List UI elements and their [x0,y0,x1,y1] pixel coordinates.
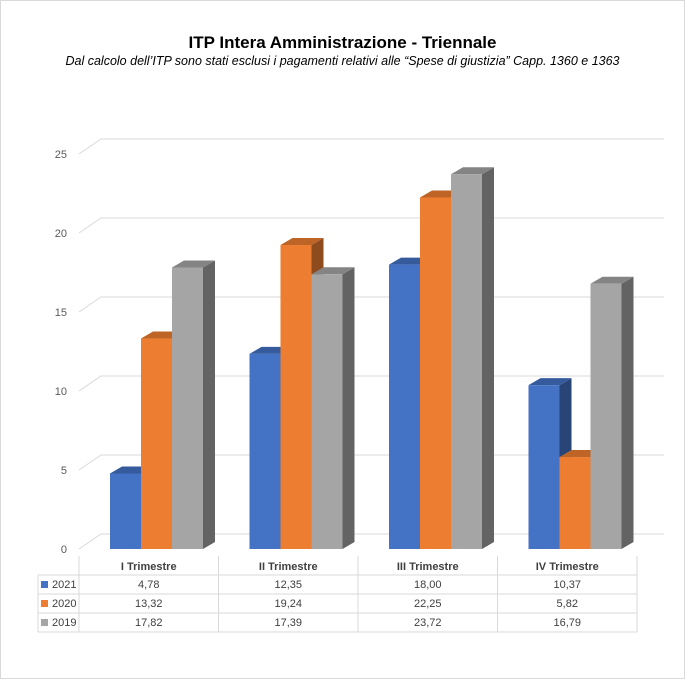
data-label: 5,82 [557,598,578,610]
data-label: 19,24 [274,598,302,610]
data-label: 17,39 [274,617,302,629]
y-tick-label: 0 [61,544,67,556]
bar-2020 [141,338,172,549]
data-label: 17,82 [135,617,163,629]
data-label: 18,00 [414,579,442,591]
data-label: 10,37 [553,579,581,591]
bar-side [342,267,355,549]
y-tick-label: 25 [55,149,67,161]
data-label: 16,79 [553,617,581,629]
bar-top [172,260,215,268]
chart-subtitle: Dal calcolo dell’ITP sono stati esclusi … [65,54,620,68]
bar-2020 [420,197,451,549]
y-tick-label: 15 [55,307,67,319]
y-tick-label: 10 [55,386,67,398]
gridline [78,296,664,313]
category-label: II Trimestre [259,561,318,573]
bar-2019 [451,174,482,549]
legend-label: 2021 [52,579,76,591]
category-label: IV Trimestre [536,561,599,573]
legend-key-2019 [41,619,48,626]
category-label: III Trimestre [397,561,459,573]
bar-2019 [590,283,622,549]
bar-side [621,276,634,549]
y-tick-label: 20 [55,228,67,240]
legend-label: 2019 [52,617,76,629]
bar-top [280,238,324,246]
bar-2021 [249,353,281,549]
gridline [78,138,664,155]
bar-2020 [280,245,312,549]
data-label: 22,25 [414,598,442,610]
data-label: 12,35 [274,579,302,591]
bar-2019 [172,267,203,549]
bar-2019 [311,274,343,549]
bar-top [311,267,355,275]
bar-side [203,260,215,549]
gridline [78,217,664,234]
bar-side [482,167,494,549]
bar-top [451,167,494,175]
y-tick-label: 5 [61,465,67,477]
bar-2020 [559,457,591,549]
bar-top [528,378,572,386]
chart-title: ITP Intera Amministrazione - Triennale [188,33,497,52]
legend-key-2021 [41,581,48,588]
legend-label: 2020 [52,598,76,610]
legend-key-2020 [41,600,48,607]
bar-top [590,276,634,284]
bar-2021 [110,473,141,549]
bar-2021 [528,385,560,549]
data-label: 23,72 [414,617,442,629]
data-label: 13,32 [135,598,163,610]
data-label: 4,78 [138,579,159,591]
category-label: I Trimestre [121,561,177,573]
bar-2021 [389,264,420,549]
